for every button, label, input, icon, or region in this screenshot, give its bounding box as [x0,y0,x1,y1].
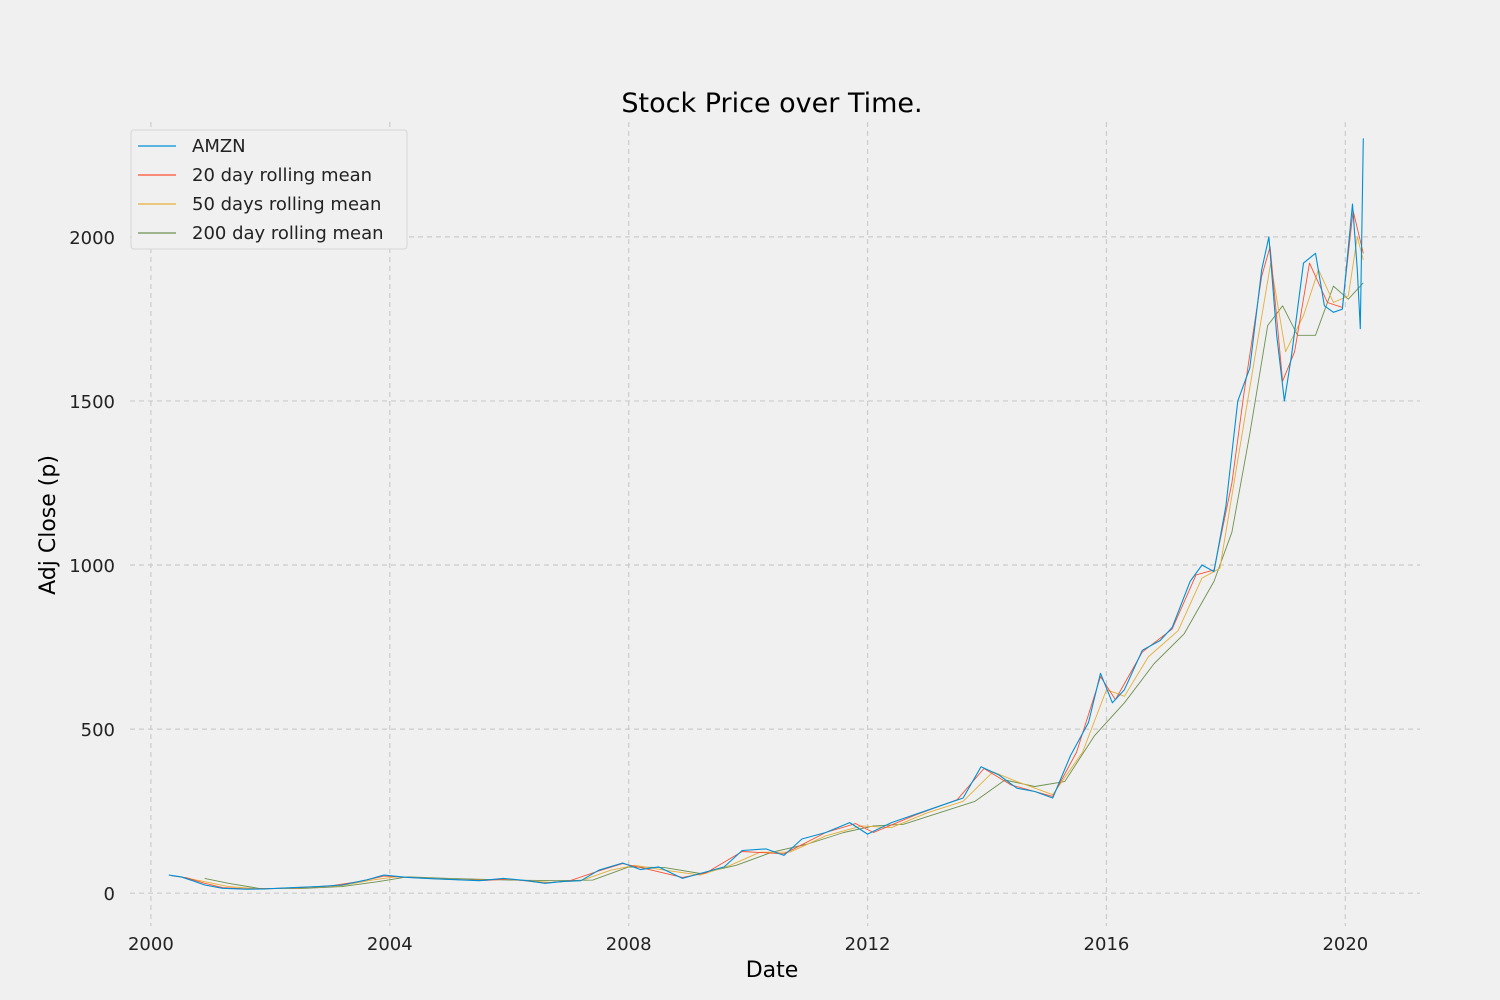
x-tick-label: 2000 [128,934,174,955]
x-tick-label: 2008 [606,934,652,955]
y-axis-label: Adj Close (p) [36,455,61,595]
x-tick-label: 2004 [367,934,413,955]
axis-ticks: 2000 2004 2008 2012 2016 2020 0 500 1000 1500 2000 [69,228,1368,955]
chart-title: Stock Price over Time. [621,88,922,119]
series-line-200-day-rolling-mean [204,282,1364,890]
legend-entry: 50 days rolling mean [192,194,381,215]
y-tick-label: 500 [81,720,115,741]
plot-area [168,138,1364,890]
y-tick-label: 1500 [69,392,115,413]
x-tick-label: 2012 [845,934,891,955]
x-tick-label: 2016 [1084,934,1130,955]
y-tick-label: 1000 [69,556,115,577]
series-line-amzn [168,138,1364,890]
legend-entry: 200 day rolling mean [192,223,384,244]
x-axis-label: Date [746,958,799,983]
legend-box [130,129,408,250]
grid [130,122,1420,926]
y-tick-label: 0 [104,884,115,905]
legend-entry: AMZN [192,136,246,157]
legend: AMZN 20 day rolling mean 50 days rolling m… [130,129,408,250]
x-tick-label: 2020 [1322,934,1368,955]
legend-entry: 20 day rolling mean [192,165,372,186]
y-tick-label: 2000 [69,228,115,249]
